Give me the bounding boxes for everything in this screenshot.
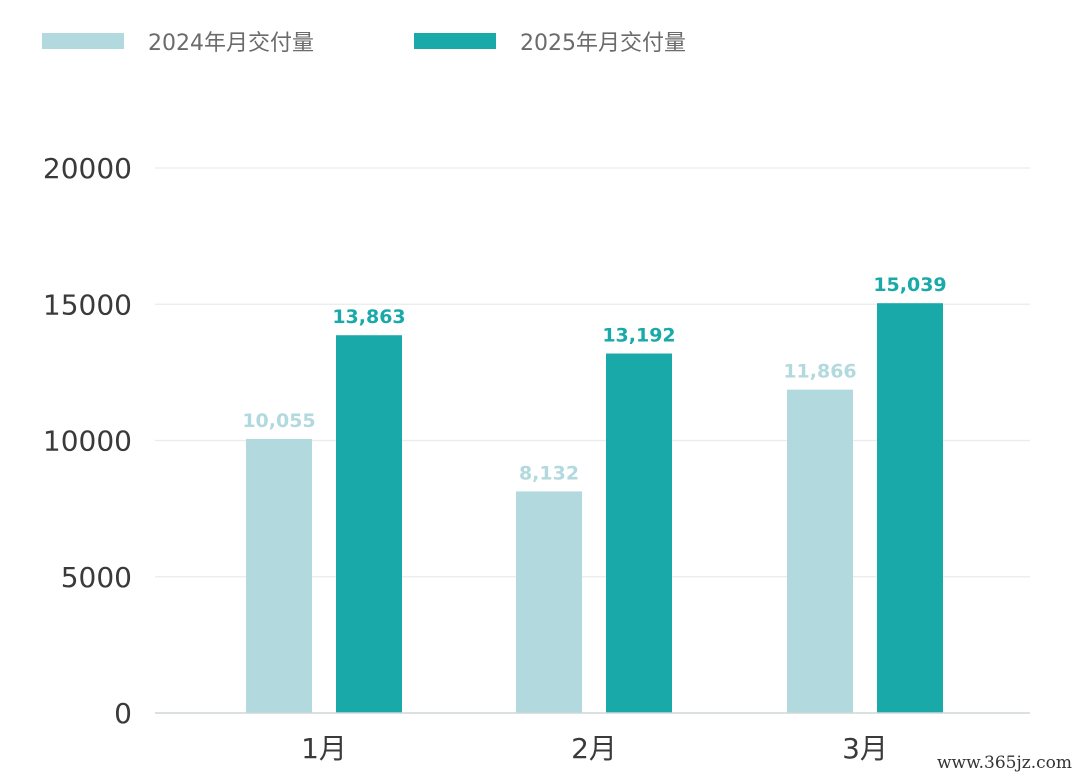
y-axis-ticks: 0 5000 10000 15000 20000	[43, 152, 132, 730]
x-tick-label: 3月	[842, 732, 888, 765]
bar	[787, 389, 853, 713]
y-tick-label: 10000	[43, 425, 132, 458]
bar	[606, 353, 672, 713]
bar	[246, 439, 312, 713]
legend-swatch	[42, 33, 124, 49]
x-tick-label: 2月	[571, 732, 617, 765]
y-tick-label: 20000	[43, 152, 132, 185]
bar	[336, 335, 402, 713]
data-label: 11,866	[783, 361, 856, 383]
bar	[877, 303, 943, 713]
x-axis-ticks: 1月 2月 3月	[301, 732, 888, 765]
y-tick-label: 0	[114, 697, 132, 730]
data-label: 8,132	[519, 462, 579, 484]
bars	[246, 303, 943, 713]
bar	[516, 491, 582, 713]
data-labels: 10,055 13,863 8,132 13,192 11,866 15,039	[242, 274, 946, 484]
data-label: 15,039	[873, 274, 946, 296]
legend-label: 2025年月交付量	[520, 31, 686, 56]
legend-swatch	[414, 33, 496, 49]
data-label: 13,192	[602, 325, 675, 347]
y-tick-label: 5000	[61, 561, 132, 594]
watermark-text: www.365jz.com	[937, 753, 1072, 773]
legend-label: 2024年月交付量	[148, 31, 314, 56]
data-label: 10,055	[242, 410, 315, 432]
y-tick-label: 15000	[43, 288, 132, 321]
x-tick-label: 1月	[301, 732, 347, 765]
data-label: 13,863	[332, 306, 405, 328]
legend: 2024年月交付量 2025年月交付量	[42, 31, 686, 56]
